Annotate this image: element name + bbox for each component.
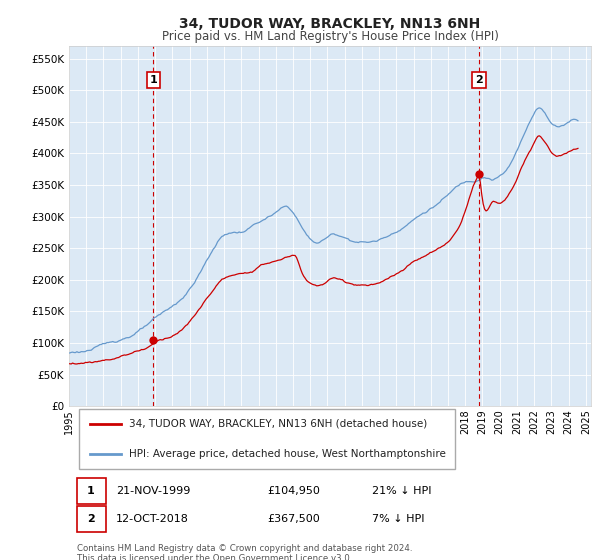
Text: HPI: Average price, detached house, West Northamptonshire: HPI: Average price, detached house, West… [129, 449, 446, 459]
Text: 34, TUDOR WAY, BRACKLEY, NN13 6NH (detached house): 34, TUDOR WAY, BRACKLEY, NN13 6NH (detac… [129, 419, 427, 429]
Text: 2: 2 [475, 75, 483, 85]
Text: 1: 1 [149, 75, 157, 85]
Text: 1: 1 [87, 486, 95, 496]
Text: £367,500: £367,500 [268, 514, 320, 524]
Text: 21% ↓ HPI: 21% ↓ HPI [372, 486, 431, 496]
Text: Contains HM Land Registry data © Crown copyright and database right 2024.
This d: Contains HM Land Registry data © Crown c… [77, 544, 412, 560]
FancyBboxPatch shape [77, 478, 106, 504]
Text: 21-NOV-1999: 21-NOV-1999 [116, 486, 190, 496]
FancyBboxPatch shape [77, 506, 106, 531]
Text: 2: 2 [87, 514, 95, 524]
Text: 12-OCT-2018: 12-OCT-2018 [116, 514, 189, 524]
Text: 34, TUDOR WAY, BRACKLEY, NN13 6NH: 34, TUDOR WAY, BRACKLEY, NN13 6NH [179, 17, 481, 31]
Text: £104,950: £104,950 [268, 486, 320, 496]
Text: 7% ↓ HPI: 7% ↓ HPI [372, 514, 424, 524]
FancyBboxPatch shape [79, 409, 455, 469]
Text: Price paid vs. HM Land Registry's House Price Index (HPI): Price paid vs. HM Land Registry's House … [161, 30, 499, 44]
